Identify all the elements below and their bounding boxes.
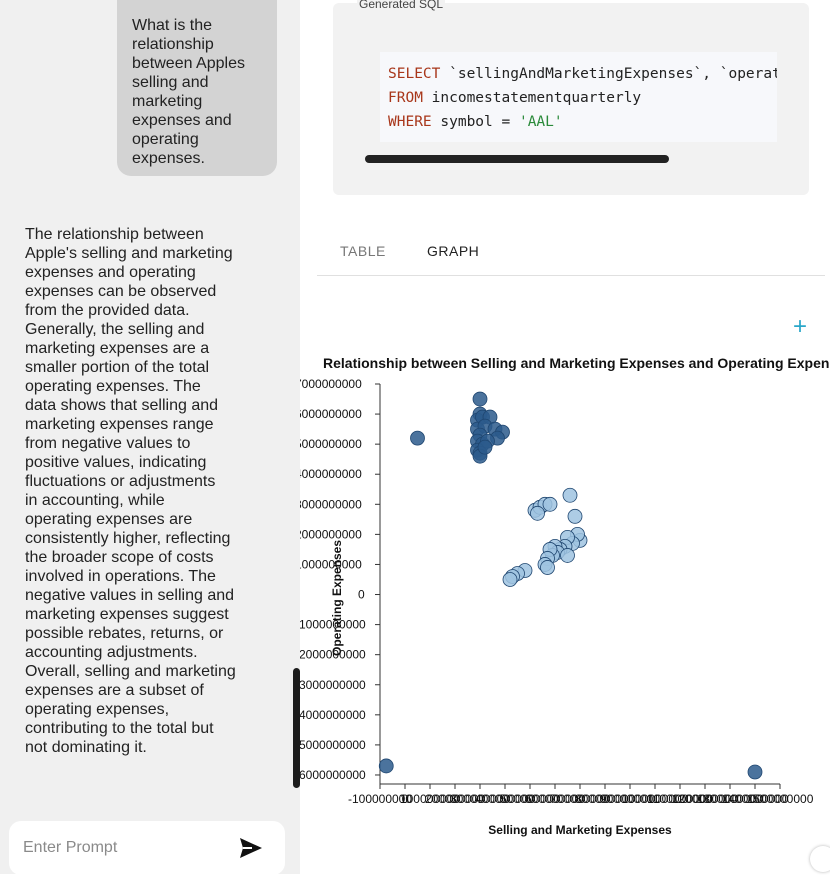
answer-line: involved in operations. The: [25, 568, 216, 585]
y-tick-label: 3000000000: [300, 497, 362, 511]
answer-line: from the provided data.: [25, 302, 190, 319]
scatter-point: [410, 430, 425, 446]
scatter-point: [378, 758, 394, 774]
view-tabs: TABLE GRAPH: [317, 226, 825, 276]
scatter-point: [542, 496, 558, 512]
answer-line: The relationship between: [25, 226, 204, 243]
scatter-point: [747, 764, 763, 780]
answer-line: expenses can be observed: [25, 283, 217, 300]
y-tick-label: -2000000000: [300, 648, 366, 662]
sql-card: Generated SQL SELECT `sellingAndMarketin…: [333, 0, 809, 195]
answer-line: the broader scope of costs: [25, 549, 214, 566]
assistant-answer: The relationship between Apple's selling …: [25, 225, 240, 757]
answer-line: contributing to the total but: [25, 720, 214, 737]
answer-line: possible rebates, returns, or: [25, 625, 224, 642]
send-icon[interactable]: [239, 837, 263, 859]
answer-line: marketing expenses range: [25, 416, 214, 433]
sql-select-columns: `sellingAndMarketingExpenses`, `operatin…: [449, 66, 777, 82]
y-tick-label: 7000000000: [300, 377, 362, 391]
plus-icon[interactable]: +: [792, 313, 807, 340]
x-tick-label: 1000000000: [622, 792, 689, 806]
x-tick-label: 700000000: [550, 792, 610, 806]
answer-line: expenses are a subset of: [25, 682, 204, 699]
x-axis-label: Selling and Marketing Expenses: [488, 823, 672, 837]
y-tick-label: -3000000000: [300, 678, 366, 692]
sql-where-clause: symbol =: [431, 114, 519, 130]
y-tick-label: 4000000000: [300, 467, 362, 481]
answer-line: from negative values to: [25, 435, 191, 452]
answer-line: positive values, indicating: [25, 454, 207, 471]
x-tick-label: 1300000000: [697, 792, 764, 806]
scatter-point: [502, 572, 518, 587]
answer-line: smaller portion of the total: [25, 359, 210, 376]
sql-keyword-select: SELECT: [388, 66, 441, 82]
y-tick-label: 5000000000: [300, 437, 362, 451]
sql-label: Generated SQL: [357, 0, 446, 11]
prompt-input[interactable]: Enter Prompt: [23, 839, 118, 856]
answer-line: expenses and operating: [25, 264, 196, 281]
answer-line: operating expenses are: [25, 511, 193, 528]
y-tick-label: 0: [358, 588, 365, 602]
x-tick-label: -100000000: [348, 792, 412, 806]
answer-line: negative values in selling and: [25, 587, 235, 604]
answer-line: fluctuations or adjustments: [25, 473, 216, 490]
answer-line: Overall, selling and marketing: [25, 663, 236, 680]
prompt-input-box[interactable]: Enter Prompt: [9, 821, 285, 875]
scatter-point: [540, 560, 555, 575]
y-tick-label: -6000000000: [300, 768, 366, 782]
answer-line: marketing expenses are a: [25, 340, 210, 357]
x-tick-label: 100000000: [400, 792, 460, 806]
x-tick-label: 300000000: [450, 792, 510, 806]
chat-panel: What is the relationship between Apples …: [0, 0, 300, 875]
answer-line: Generally, the selling and: [25, 321, 205, 338]
x-tick-label: 1400000000: [722, 792, 789, 806]
answer-line: not dominating it.: [25, 739, 147, 756]
scatter-point: [477, 439, 493, 455]
sql-from-table: incomestatementquarterly: [422, 90, 642, 106]
y-tick-label: -5000000000: [300, 738, 366, 752]
answer-line: operating expenses,: [25, 701, 170, 718]
answer-line: in accounting, while: [25, 492, 165, 509]
answer-line: operating expenses. The: [25, 378, 201, 395]
answer-line: accounting adjustments.: [25, 644, 198, 661]
x-tick-label: 800000000: [575, 792, 635, 806]
x-tick-label: 1500000000: [747, 792, 814, 806]
scatter-point: [562, 487, 578, 503]
y-tick-label: 1000000000: [300, 557, 362, 571]
scatter-point: [567, 508, 583, 524]
sql-keyword-where: WHERE: [388, 114, 432, 130]
scatter-chart: 7000000000600000000050000000004000000000…: [300, 377, 814, 837]
x-tick-label: 1200000000: [672, 792, 739, 806]
scatter-point: [560, 548, 575, 563]
y-tick-label: -4000000000: [300, 708, 366, 722]
answer-line: Apple's selling and marketing: [25, 245, 233, 262]
scatter-point: [472, 391, 488, 407]
tab-graph[interactable]: GRAPH: [427, 243, 480, 259]
y-axis-label: Operating Expenses: [330, 540, 344, 656]
x-tick-label: 500000000: [500, 792, 560, 806]
sql-keyword-from: FROM: [388, 90, 423, 106]
code-horizontal-scrollbar[interactable]: [365, 155, 669, 163]
x-tick-label: 900000000: [600, 792, 660, 806]
user-message-bubble: What is the relationship between Apples …: [117, 0, 277, 176]
chat-scrollbar[interactable]: [293, 668, 300, 788]
y-tick-label: 2000000000: [300, 527, 362, 541]
x-tick-label: 200000000: [425, 792, 485, 806]
answer-line: data shows that selling and: [25, 397, 219, 414]
scatter-point: [530, 505, 545, 521]
answer-line: consistently higher, reflecting: [25, 530, 231, 547]
results-panel: Generated SQL SELECT `sellingAndMarketin…: [300, 0, 830, 874]
x-tick-label: 400000000: [475, 792, 535, 806]
y-tick-label: 6000000000: [300, 407, 362, 421]
x-tick-label: 0: [402, 792, 409, 806]
sql-where-value: 'AAL': [518, 114, 563, 130]
y-tick-label: -1000000000: [300, 618, 366, 632]
tab-table[interactable]: TABLE: [340, 243, 386, 259]
x-tick-label: 1100000000: [647, 792, 713, 806]
answer-line: marketing expenses suggest: [25, 606, 229, 623]
x-tick-label: 600000000: [525, 792, 585, 806]
chart-title: Relationship between Selling and Marketi…: [323, 355, 830, 371]
sql-code[interactable]: SELECT `sellingAndMarketingExpenses`, `o…: [380, 52, 777, 142]
assistant-badge-icon[interactable]: [810, 846, 830, 872]
